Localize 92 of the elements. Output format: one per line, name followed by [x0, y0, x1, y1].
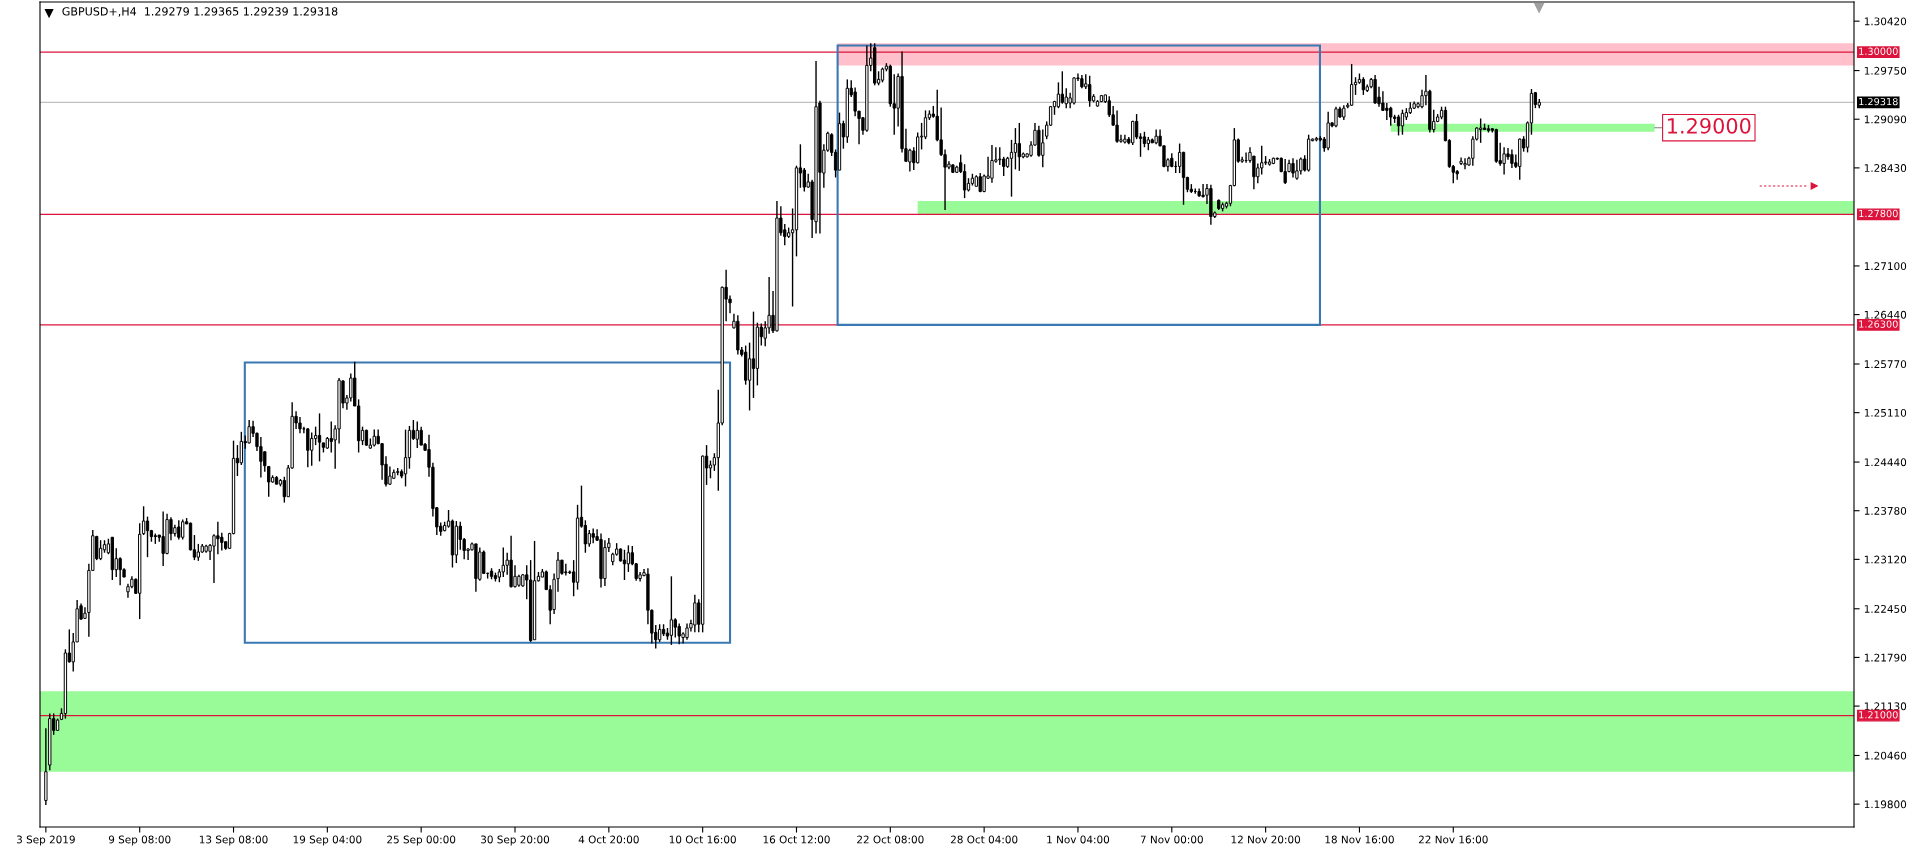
x-tick-label: 7 Nov 00:00 [1140, 835, 1203, 844]
candlestick [1134, 113, 1139, 140]
x-tick-label: 30 Sep 20:00 [481, 835, 550, 846]
y-tick-label: 1.23120 [1864, 555, 1907, 564]
candlestick [564, 563, 568, 577]
x-tick-label: 16 Oct 12:00 [763, 835, 830, 844]
y-tick-label: 1.25770 [1864, 360, 1907, 369]
x-tick-label: 28 Oct 04:00 [950, 835, 1018, 844]
candlestick [1373, 74, 1377, 105]
y-tick-label: 1.23780 [1864, 506, 1907, 515]
candlestick [1295, 159, 1299, 181]
y-tick-label: 1.19800 [1864, 800, 1907, 809]
candlestick [677, 622, 681, 645]
x-tick-label: 19 Sep 04:00 [293, 835, 362, 846]
candlestick [622, 549, 627, 581]
candlestick [1283, 158, 1287, 185]
candlestick [626, 544, 631, 573]
y-tick-label: 1.29750 [1864, 66, 1907, 75]
candlestick [669, 575, 674, 646]
candlestick [673, 617, 677, 639]
candlestick [1396, 114, 1401, 137]
x-tick-label: 22 Nov 16:00 [1418, 835, 1488, 844]
y-tick-label: 1.22450 [1864, 605, 1907, 613]
y-tick-label: 1.29090 [1864, 115, 1907, 124]
y-tick-label: 1.21790 [1864, 653, 1907, 662]
candlestick [1002, 156, 1006, 177]
candlestick [747, 341, 752, 412]
y-tick-label: 1.24440 [1864, 458, 1907, 467]
candlestick [239, 431, 243, 466]
candlestick [501, 546, 505, 578]
candlestick [415, 420, 419, 449]
x-tick-label: 18 Nov 16:00 [1325, 835, 1394, 844]
x-tick-label: 12 Nov 20:00 [1231, 835, 1301, 844]
y-tick-label: 1.30420 [1864, 17, 1907, 26]
x-tick-label: 22 Oct 08:00 [857, 835, 924, 844]
candlestick [1502, 146, 1506, 176]
candlestick [923, 109, 928, 140]
candlestick [1013, 127, 1018, 171]
candlestick [306, 427, 310, 468]
x-tick-label: 10 Oct 16:00 [669, 835, 736, 844]
candlestick [908, 148, 912, 173]
candlestick [1385, 102, 1389, 121]
y-tick-label: 1.28430 [1864, 164, 1907, 172]
candlestick [388, 465, 392, 486]
candlestick [267, 465, 271, 498]
ref-line-label: 1.30000 [1859, 47, 1898, 55]
y-tick-label: 1.25110 [1864, 408, 1907, 417]
candlestick [1017, 122, 1021, 172]
candlestick [1088, 75, 1092, 108]
candlestick [1455, 169, 1459, 181]
candlestick [161, 510, 165, 567]
annotation: 1.29000 [1668, 117, 1751, 134]
candlestick [693, 594, 697, 634]
candlestick [990, 144, 994, 184]
ref-line-label: 1.27800 [1859, 209, 1898, 218]
candlestick [1009, 139, 1014, 198]
chart-title: GBPUSD+,H4 1.29279 1.29365 1.29239 1.29318 [62, 7, 338, 17]
candlestick [751, 310, 756, 399]
candlestick [216, 521, 220, 555]
candlestick [1260, 145, 1264, 176]
candlestick [1291, 157, 1295, 179]
candlestick [962, 163, 967, 199]
ref-line-label: 1.26300 [1859, 320, 1898, 328]
candlestick [1510, 148, 1514, 169]
candlestick [1041, 128, 1045, 168]
x-tick-label: 25 Sep 00:00 [387, 835, 456, 846]
x-tick-label: 4 Oct 20:00 [578, 835, 639, 844]
y-tick-label: 1.20460 [1864, 751, 1907, 760]
candlestick [177, 519, 181, 541]
x-tick-label: 13 Sep 08:00 [199, 835, 268, 846]
candlestick [118, 556, 122, 586]
candlestick [1463, 157, 1467, 171]
candlestick [145, 515, 150, 558]
ref-line-label: 1.21000 [1859, 711, 1898, 719]
candlestick [259, 436, 263, 479]
candlestick [403, 428, 408, 488]
candlestick [591, 527, 595, 544]
candlestick [1060, 70, 1064, 105]
candlestick [317, 412, 322, 463]
candlestick [181, 518, 185, 541]
y-tick-label: 1.21130 [1864, 702, 1907, 711]
candlestick [1389, 105, 1393, 127]
ref-line-label: 1.29318 [1859, 97, 1898, 106]
candlestick [1115, 109, 1119, 144]
x-tick-label: 9 Sep 08:00 [108, 835, 171, 846]
candlestick [1400, 108, 1405, 136]
candlestick [310, 431, 314, 467]
x-tick-label: 3 Sep 2019 [16, 835, 75, 846]
x-tick-label: 1 Nov 04:00 [1047, 835, 1110, 844]
y-tick-label: 1.26440 [1864, 310, 1907, 319]
y-tick-label: 1.27100 [1864, 262, 1907, 271]
candlestick [247, 419, 251, 445]
